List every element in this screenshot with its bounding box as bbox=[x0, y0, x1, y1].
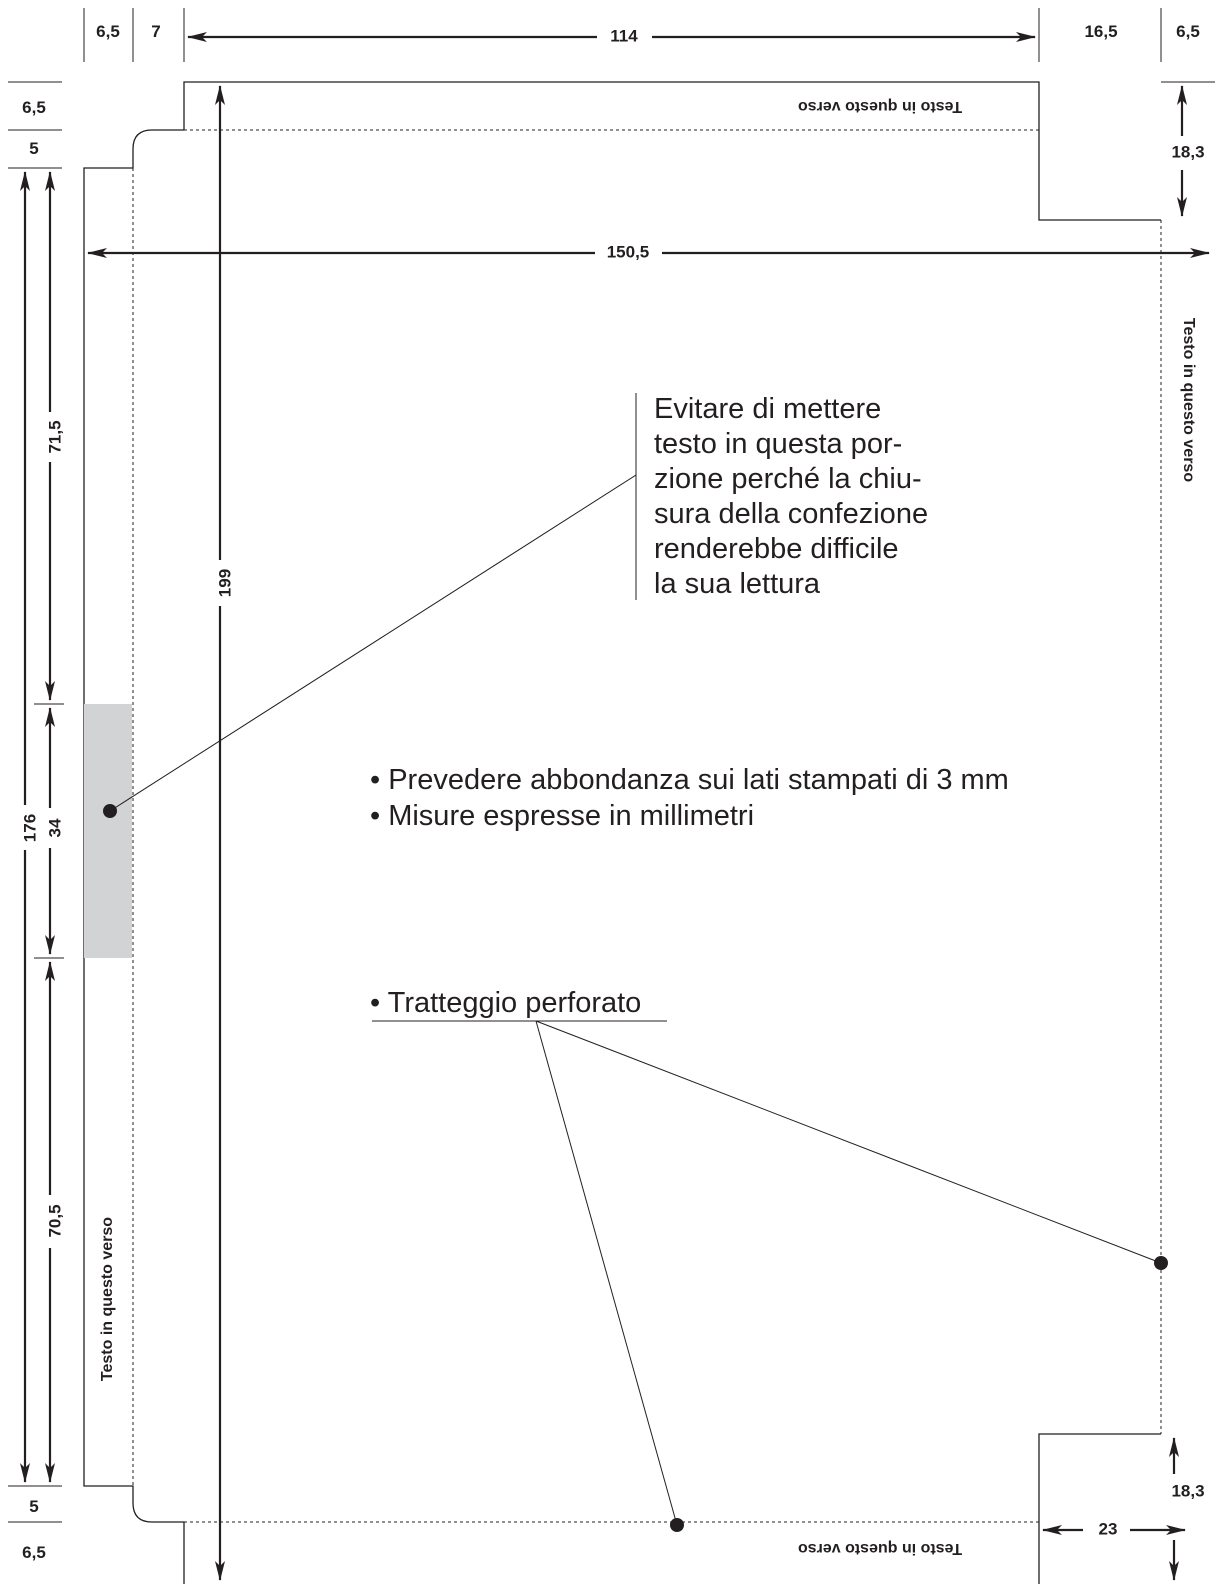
dim-label-114: 114 bbox=[610, 26, 638, 45]
dim-label-7: 7 bbox=[151, 22, 160, 41]
perforation-note: • Tratteggio perforato bbox=[370, 987, 1168, 1532]
dim-label-70-5: 70,5 bbox=[45, 1204, 64, 1237]
warning-note: Evitare di mettere testo in questa por- … bbox=[103, 393, 928, 818]
die-line-outline bbox=[83, 81, 1161, 1584]
dim-label-199: 199 bbox=[215, 569, 234, 597]
perforation-marker-right bbox=[1154, 1256, 1168, 1270]
left-dimension-column: 6,5 5 5 6,5 176 71,5 34 70,5 bbox=[8, 81, 64, 1562]
dim-label-6-5-left-top: 6,5 bbox=[22, 98, 46, 117]
warning-line-5: renderebbe difficile bbox=[654, 533, 899, 565]
dim-label-5-left-bottom: 5 bbox=[29, 1497, 38, 1516]
dim-label-150-5: 150,5 bbox=[607, 242, 650, 261]
glue-area bbox=[84, 704, 132, 958]
side-label-bottom: Testo in questo verso bbox=[798, 1540, 962, 1557]
glue-area-marker bbox=[103, 804, 117, 818]
dim-label-176: 176 bbox=[20, 814, 39, 842]
dim-label-18-3-bottom: 18,3 bbox=[1171, 1481, 1204, 1500]
dim-label-34: 34 bbox=[45, 818, 64, 837]
side-label-left: Testo in questo verso bbox=[99, 1217, 116, 1381]
top-dimension-row: 6,5 7 114 16,5 6,5 bbox=[83, 8, 1200, 62]
warning-line-4: sura della confezione bbox=[654, 498, 928, 530]
dim-label-18-3-top: 18,3 bbox=[1171, 142, 1204, 161]
fold-lines bbox=[132, 129, 1162, 1523]
dim-label-23: 23 bbox=[1099, 1519, 1118, 1538]
dim-label-16-5: 16,5 bbox=[1084, 22, 1117, 41]
warning-line-1: Evitare di mettere bbox=[654, 393, 881, 425]
warning-line-2: testo in questa por- bbox=[654, 428, 902, 460]
side-label-top: Testo in questo verso bbox=[798, 98, 962, 115]
perforation-marker-bottom bbox=[670, 1518, 684, 1532]
right-dimensions: 18,3 18,3 23 bbox=[1042, 81, 1215, 1581]
dim-label-6-5-left-bottom: 6,5 bbox=[22, 1543, 46, 1562]
bullet-note-units: • Misure espresse in millimetri bbox=[370, 800, 754, 832]
dim-label-6-5-top-left: 6,5 bbox=[96, 22, 120, 41]
height-dimension-199: 199 bbox=[215, 85, 234, 1581]
dim-label-6-5-top-right: 6,5 bbox=[1176, 22, 1200, 41]
dim-label-5-left-top: 5 bbox=[29, 139, 38, 158]
side-label-right: Testo in questo verso bbox=[1180, 318, 1197, 482]
bullet-note-bleed: • Prevedere abbondanza sui lati stampati… bbox=[370, 764, 1009, 796]
warning-line-3: zione perché la chiu- bbox=[654, 463, 922, 495]
warning-line-6: la sua lettura bbox=[654, 568, 821, 600]
perforation-label: • Tratteggio perforato bbox=[370, 987, 641, 1019]
dim-label-71-5: 71,5 bbox=[45, 420, 64, 453]
width-dimension-150-5: 150,5 bbox=[87, 242, 1210, 261]
